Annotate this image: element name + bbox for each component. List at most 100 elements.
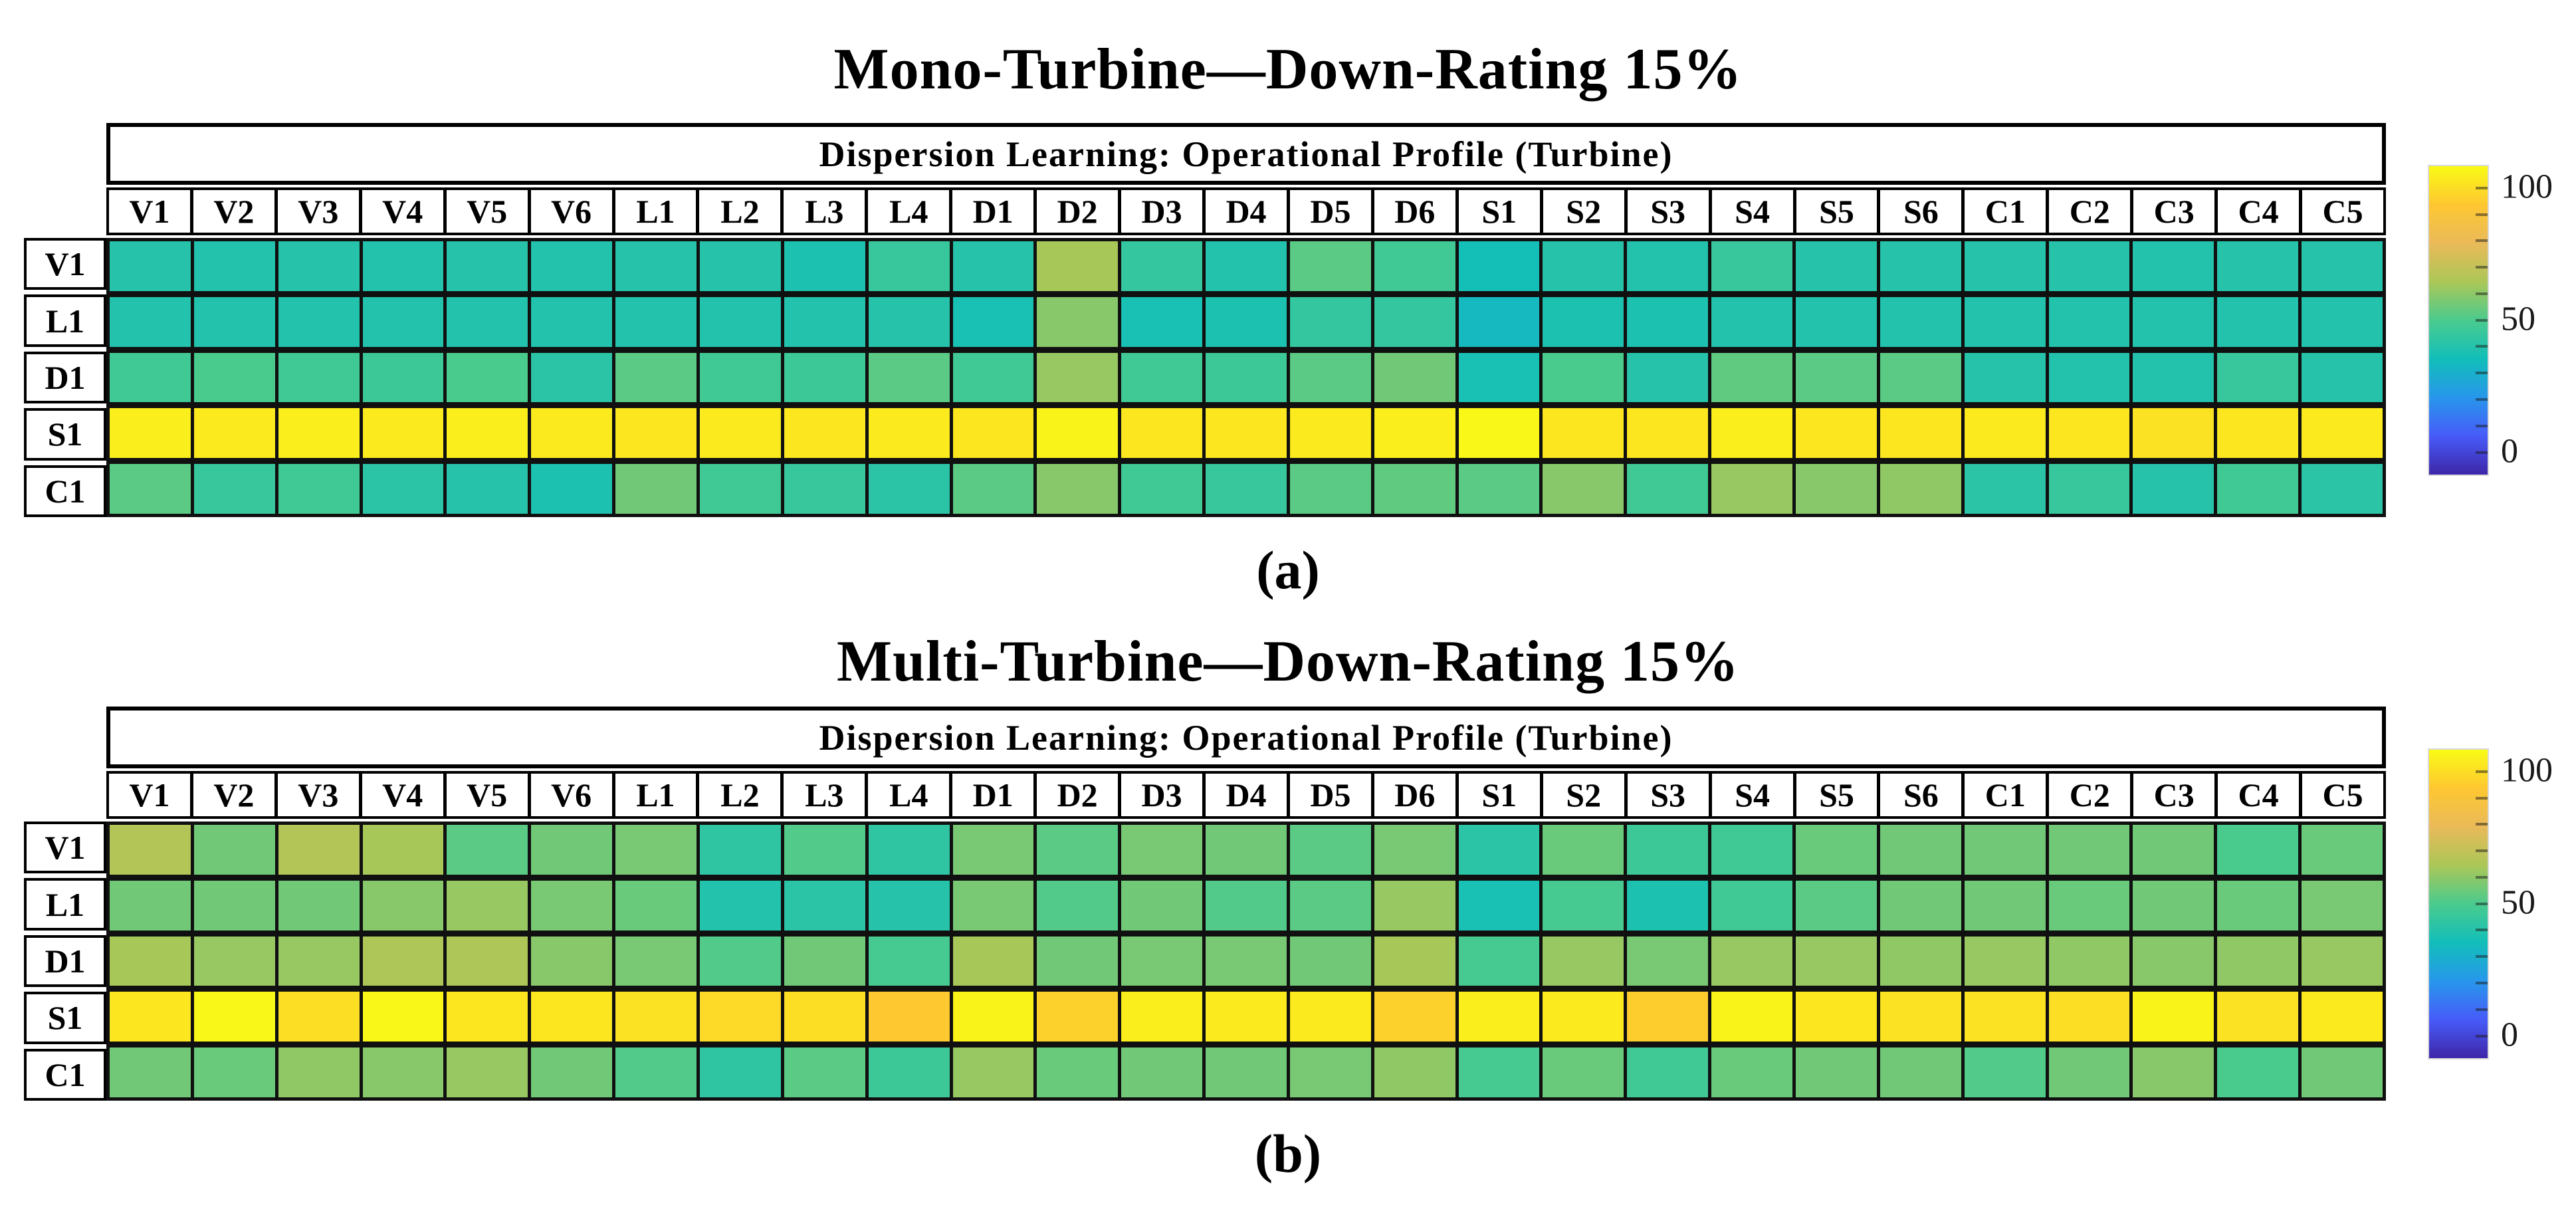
heatmap-cell-V1-L1 (615, 825, 697, 875)
heatmap-cell-C1-D4 (1206, 464, 1287, 514)
heatmap-cell-D1-D6 (1374, 352, 1455, 403)
heatmap-cell-C1-S3 (1627, 1047, 1709, 1097)
heatmap-cell-L1-D1 (952, 296, 1034, 347)
heatmap-cell-V1-D5 (1289, 241, 1371, 291)
heatmap-cell-L1-V1 (110, 880, 191, 931)
colorbar-tick-label-0: 0 (2501, 1016, 2518, 1054)
heatmap-cell-D1-S3 (1627, 352, 1709, 403)
heatmap-cell-C1-L2 (699, 464, 781, 514)
row-header-C1: C1 (24, 1048, 106, 1101)
heatmap-cell-V1-S5 (1796, 241, 1877, 291)
heatmap-cell-S1-V5 (447, 992, 528, 1042)
heatmap-cell-C1-L3 (784, 1047, 865, 1097)
heatmap-cell-L1-D3 (1121, 880, 1203, 931)
heatmap-cell-S1-C3 (2133, 992, 2214, 1042)
heatmap-cell-C1-D1 (952, 1047, 1034, 1097)
heatmap-cell-D1-V2 (193, 936, 275, 986)
heatmap-cell-V1-S6 (1879, 825, 1961, 875)
heatmap-cell-L1-V5 (447, 296, 528, 347)
heatmap-cell-L1-S3 (1627, 296, 1709, 347)
heatmap-cell-L1-V4 (362, 880, 444, 931)
heatmap-cell-L1-C4 (2217, 296, 2299, 347)
heatmap-cell-S1-S3 (1627, 408, 1709, 459)
heatmap-cell-C1-S2 (1543, 464, 1624, 514)
heatmap-cell-L1-V1 (110, 296, 191, 347)
colorbar-minor-tick (2476, 1008, 2488, 1011)
heatmap-cell-S1-D4 (1206, 408, 1287, 459)
heatmap-cell-V1-S1 (1458, 825, 1540, 875)
column-header-C3: C3 (2133, 190, 2215, 233)
colorbar-tick-label-50: 50 (2501, 300, 2535, 338)
row-header-V1: V1 (24, 238, 106, 290)
panel-a-colorbar: 100 50 0 (2428, 165, 2576, 476)
heatmap-cell-S1-S5 (1796, 408, 1877, 459)
heatmap-cell-C1-C2 (2048, 464, 2130, 514)
heatmap-cell-S1-V6 (531, 992, 613, 1042)
panel-a-column-headers: V1 V2 V3 V4 V5 V6 L1 L2 L3 L4 D1 D2 D3 D4 D5 D6 S1 S2 S3 S4… (106, 187, 2386, 235)
column-header-D3: D3 (1121, 774, 1203, 816)
panel-a-title: Mono-Turbine—Down-Rating 15% (833, 37, 1743, 102)
heatmap-cell-D1-S6 (1879, 936, 1961, 986)
heatmap-cell-L1-S6 (1879, 880, 1961, 931)
heatmap-cell-C1-S4 (1711, 1047, 1793, 1097)
heatmap-cell-V1-C4 (2217, 825, 2299, 875)
heatmap-cell-V1-L3 (784, 241, 865, 291)
heatmap-cell-C1-S6 (1879, 1047, 1961, 1097)
heatmap-cell-C1-C4 (2217, 464, 2299, 514)
column-header-L4: L4 (868, 190, 950, 233)
heatmap-cell-D1-S5 (1796, 936, 1877, 986)
heatmap-cell-S1-C2 (2048, 992, 2130, 1042)
heatmap-cell-C1-C3 (2133, 464, 2214, 514)
heatmap-cell-S1-L2 (699, 408, 781, 459)
heatmap-cell-L1-C1 (1964, 880, 2046, 931)
row-header-D1: D1 (24, 351, 106, 404)
heatmap-cell-C1-S1 (1458, 464, 1540, 514)
column-header-V4: V4 (362, 774, 443, 816)
colorbar-minor-tick (2476, 292, 2488, 295)
heatmap-cell-C1-S6 (1879, 464, 1961, 514)
heatmap-cell-V1-D2 (1037, 825, 1119, 875)
heatmap-cell-D1-S2 (1543, 936, 1624, 986)
heatmap-cell-L1-V2 (193, 880, 275, 931)
row-header-L1: L1 (24, 294, 106, 347)
heatmap-cell-D1-D1 (952, 352, 1034, 403)
heatmap-cell-V1-D1 (952, 241, 1034, 291)
heatmap-cell-V1-V5 (447, 825, 528, 875)
column-header-D6: D6 (1374, 190, 1455, 233)
colorbar-tick-label-100: 100 (2501, 751, 2553, 790)
column-header-S6: S6 (1880, 190, 1962, 233)
heatmap-cell-V1-V1 (110, 825, 191, 875)
heatmap-cell-L1-C3 (2133, 296, 2214, 347)
heatmap-cell-D1-C4 (2217, 352, 2299, 403)
heatmap-cell-L1-L2 (699, 296, 781, 347)
row-header-V1: V1 (24, 822, 106, 874)
heatmap-cell-D1-L1 (615, 936, 697, 986)
column-header-S2: S2 (1543, 774, 1624, 816)
heatmap-cell-D1-D4 (1206, 352, 1287, 403)
heatmap-cell-S1-L3 (784, 992, 865, 1042)
panel-b-colorbar: 100 50 0 (2428, 748, 2576, 1059)
colorbar-minor-tick (2476, 398, 2488, 401)
heatmap-cell-C1-V4 (362, 1047, 444, 1097)
heatmap-cell-V1-S3 (1627, 241, 1709, 291)
heatmap-cell-C1-L2 (699, 1047, 781, 1097)
heatmap-cell-C1-V4 (362, 464, 444, 514)
colorbar-tick-label-100: 100 (2501, 167, 2553, 206)
heatmap-cell-S1-C1 (1964, 408, 2046, 459)
column-header-D5: D5 (1289, 190, 1371, 233)
column-header-C5: C5 (2302, 774, 2383, 816)
heatmap-cell-L1-D4 (1206, 296, 1287, 347)
heatmap-cell-D1-V4 (362, 936, 444, 986)
column-header-C1: C1 (1965, 190, 2046, 233)
heatmap-cell-S1-D4 (1206, 992, 1287, 1042)
colorbar-minor-tick (2476, 849, 2488, 853)
column-header-C5: C5 (2302, 190, 2383, 233)
heatmap-cell-D1-C1 (1964, 352, 2046, 403)
heatmap-cell-S1-D5 (1289, 992, 1371, 1042)
heatmap-cell-D1-C3 (2133, 352, 2214, 403)
heatmap-cell-L1-C3 (2133, 880, 2214, 931)
heatmap-cell-S1-L4 (868, 408, 950, 459)
column-header-S5: S5 (1796, 190, 1878, 233)
panel-b-row-headers: V1 L1 D1 S1 C1 (24, 822, 106, 1101)
heatmap-cell-C1-D6 (1374, 1047, 1455, 1097)
